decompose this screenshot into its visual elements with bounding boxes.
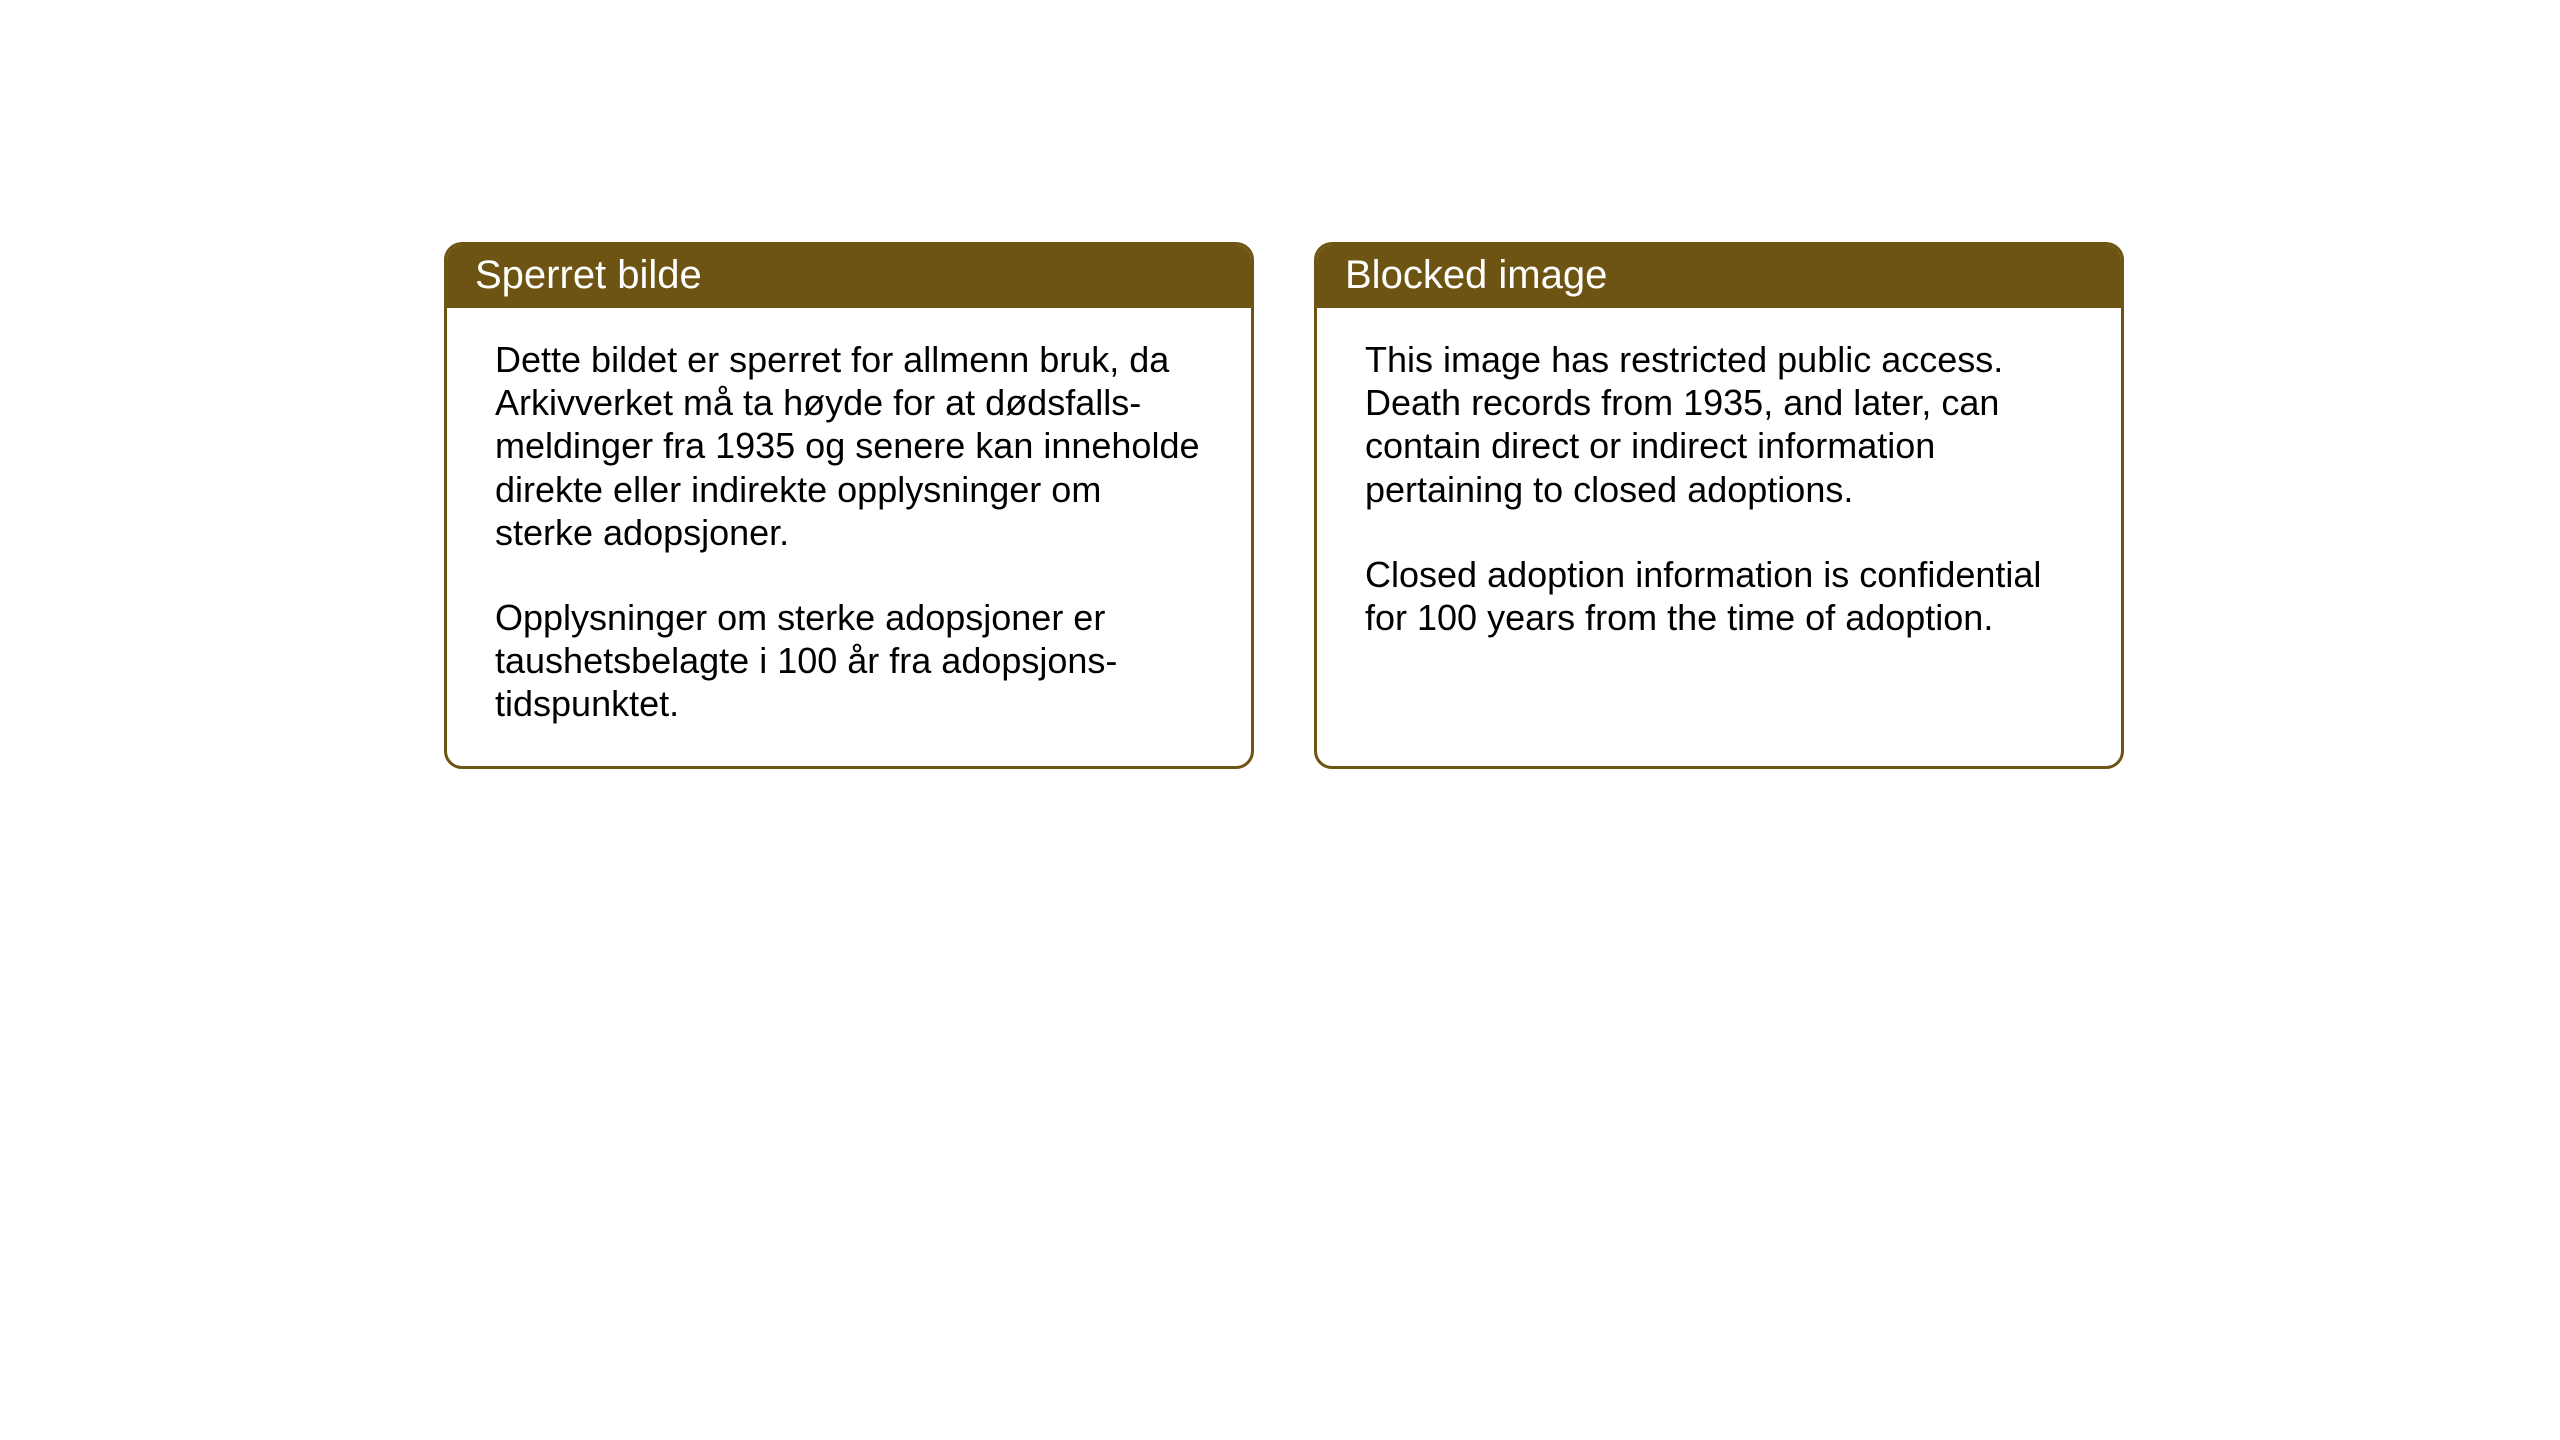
card-header-english: Blocked image — [1317, 245, 2121, 308]
notice-container: Sperret bilde Dette bildet er sperret fo… — [444, 242, 2124, 769]
card-body-english: This image has restricted public access.… — [1317, 308, 2121, 728]
card-header-norwegian: Sperret bilde — [447, 245, 1251, 308]
card-paragraph: Dette bildet er sperret for allmenn bruk… — [495, 338, 1203, 554]
notice-card-english: Blocked image This image has restricted … — [1314, 242, 2124, 769]
card-title: Blocked image — [1345, 253, 1607, 297]
notice-card-norwegian: Sperret bilde Dette bildet er sperret fo… — [444, 242, 1254, 769]
card-title: Sperret bilde — [475, 253, 702, 297]
card-body-norwegian: Dette bildet er sperret for allmenn bruk… — [447, 308, 1251, 766]
card-paragraph: Closed adoption information is confident… — [1365, 553, 2073, 639]
card-paragraph: Opplysninger om sterke adopsjoner er tau… — [495, 596, 1203, 726]
card-paragraph: This image has restricted public access.… — [1365, 338, 2073, 511]
